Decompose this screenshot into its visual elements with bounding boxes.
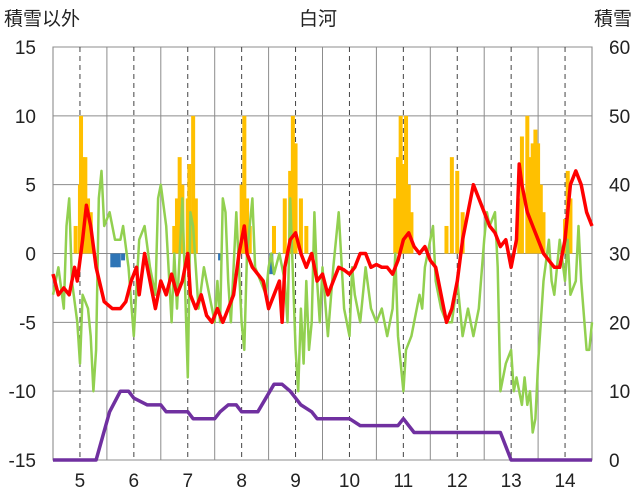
precip-bar: [536, 143, 541, 254]
precip-bar: [538, 184, 543, 254]
precip-bar: [187, 164, 192, 254]
precip-bar: [247, 225, 252, 254]
sunshine-line: [51, 169, 594, 434]
snowfall-bar: [121, 253, 126, 261]
precip-bar: [271, 225, 276, 254]
precip-bar: [541, 212, 546, 254]
snowfall-bar: [110, 253, 115, 268]
right-tick-label: 40: [609, 176, 630, 197]
x-tick-label: 10: [339, 471, 360, 492]
right-tick-label: 50: [609, 107, 630, 128]
x-axis-ticks: 5 6 7 8 9 10 11 12 13 14: [75, 471, 576, 492]
precip-bar: [177, 157, 182, 254]
precip-bar: [282, 198, 287, 254]
right-tick-label: 30: [609, 245, 630, 266]
x-tick-label: 11: [393, 471, 413, 492]
right-tick-label: 20: [609, 313, 630, 334]
precip-bar: [290, 115, 295, 254]
precip-bar: [401, 164, 406, 254]
precip-bar: [80, 157, 85, 254]
precip-bar: [525, 115, 530, 254]
precip-bar: [449, 157, 454, 254]
precip-bar: [174, 198, 179, 254]
precip-bar: [304, 225, 309, 254]
precip-bar: [293, 143, 298, 254]
precip-bar: [444, 225, 449, 254]
snowfall-bar: [113, 253, 118, 268]
snowfall-bar: [116, 253, 121, 268]
chart-title: 白河: [299, 8, 337, 30]
right-axis-label: 積雪: [594, 8, 632, 30]
precip-bar: [172, 225, 177, 254]
precip-bar: [73, 225, 78, 254]
precip-bar: [517, 198, 522, 254]
precip-bar: [455, 170, 460, 254]
left-tick-label: 10: [15, 107, 36, 128]
precip-bar: [245, 198, 250, 254]
precip-bar: [568, 198, 573, 254]
left-axis-ticks: 15 10 5 0 -5 -10 -15: [9, 38, 36, 472]
left-tick-label: -15: [9, 451, 36, 472]
precip-bar: [298, 198, 303, 254]
precip-bar: [193, 198, 198, 254]
right-tick-label: 0: [609, 451, 620, 472]
precip-bar: [533, 129, 538, 254]
x-tick-label: 5: [75, 471, 86, 492]
precip-bar: [528, 157, 533, 254]
precip-bar: [530, 143, 535, 254]
x-tick-label: 14: [554, 471, 576, 492]
x-tick-label: 7: [182, 471, 193, 492]
x-tick-label: 8: [236, 471, 247, 492]
left-tick-label: -10: [9, 382, 36, 403]
snowfall-bar: [269, 253, 274, 275]
right-tick-label: 60: [609, 38, 630, 59]
left-tick-label: 5: [25, 176, 36, 197]
precip-bar: [86, 198, 91, 254]
precip-bar: [395, 157, 400, 254]
precip-bar: [393, 198, 398, 254]
x-tick-label: 6: [129, 471, 140, 492]
right-tick-label: 10: [609, 382, 630, 403]
series-lines: [51, 162, 594, 462]
precip-bar: [406, 184, 411, 254]
left-tick-label: 0: [25, 245, 36, 266]
precip-bar: [242, 115, 247, 254]
snowfall-bar: [218, 253, 223, 261]
left-axis-label: 積雪以外: [4, 8, 80, 30]
x-tick-label: 9: [290, 471, 301, 492]
precip-bar: [409, 212, 414, 254]
left-tick-label: -5: [19, 313, 36, 334]
left-tick-label: 15: [15, 38, 36, 59]
precip-bar: [404, 115, 409, 254]
precip-bar: [239, 184, 244, 254]
x-tick-label: 12: [447, 471, 468, 492]
precip-bar: [398, 115, 403, 254]
snowfall-bars: [110, 253, 274, 275]
temperature-line: [51, 162, 594, 325]
right-axis-ticks: 60 50 40 30 20 10 0: [609, 38, 630, 472]
precip-bar: [519, 136, 524, 254]
x-tick-label: 13: [501, 471, 522, 492]
precip-bar: [191, 115, 196, 254]
snow_depth-line: [53, 382, 592, 462]
